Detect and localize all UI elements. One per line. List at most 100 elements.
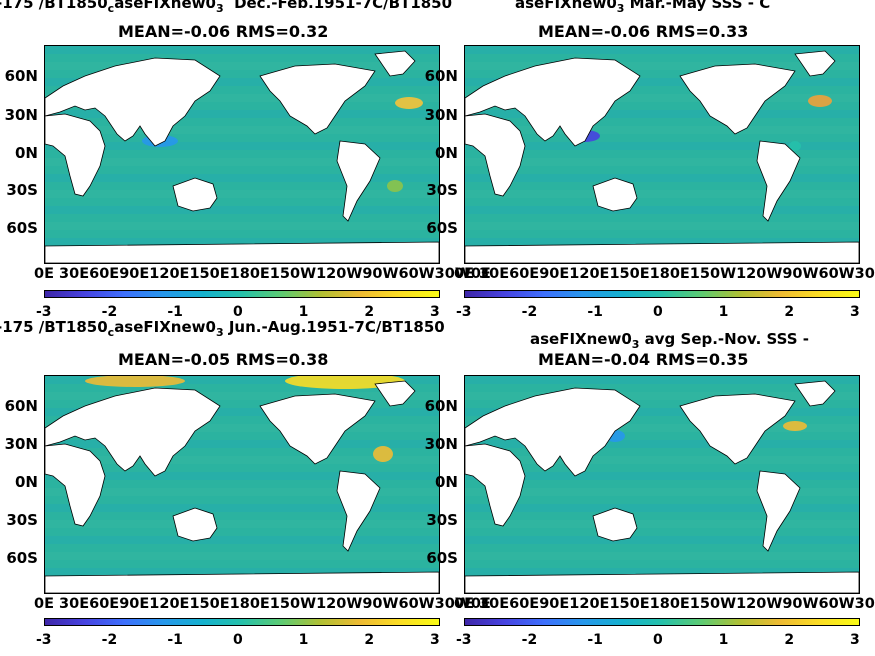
ocean-band [45, 110, 439, 118]
land-mass [336, 470, 381, 552]
panel-title: aseFIXnew03 Mar.-May SSS - C [515, 0, 771, 15]
colorbar-tick-label: 0 [233, 632, 243, 648]
ocean-band [465, 424, 859, 432]
ocean-band [465, 568, 859, 576]
land-mass [679, 393, 796, 465]
ocean-band [465, 536, 859, 544]
ocean-band [45, 456, 439, 464]
ocean-band [465, 46, 859, 54]
colorbar-tick-label: 3 [850, 632, 860, 648]
anomaly-patch [373, 446, 393, 462]
land-mass [45, 113, 106, 197]
x-axis-labels: 0E 30E60E90E120E150E180E150W120W90W60W30… [34, 596, 491, 612]
y-tick-label: 30S [6, 511, 38, 529]
ocean-band [45, 142, 439, 150]
map-canvas [465, 376, 859, 593]
colorbar-tick-label: 0 [653, 304, 663, 320]
y-tick-label: 0N [435, 144, 458, 162]
panel-stats: MEAN=-0.05 RMS=0.38 [118, 350, 329, 369]
ocean-band [465, 520, 859, 528]
colorbar-tick-label: -2 [521, 304, 538, 320]
ocean-band [45, 392, 439, 400]
anomaly-patch [808, 95, 832, 107]
ocean-band [45, 174, 439, 182]
colorbar-tick-label: -1 [167, 632, 183, 648]
ocean-band [465, 456, 859, 464]
y-tick-label: 0N [435, 473, 458, 491]
ocean-band [465, 62, 859, 70]
ocean-band [45, 126, 439, 134]
land-mass [259, 393, 376, 465]
colorbar-tick-label: 0 [233, 304, 243, 320]
ocean-band [465, 222, 859, 230]
colorbar [464, 618, 860, 626]
map-canvas [465, 46, 859, 263]
sss-map-jun-aug [44, 375, 440, 594]
y-tick-label: 30S [426, 511, 458, 529]
panel-title: -175 /BT1850caseFIXnew03 Jun.-Aug.1951-7… [0, 318, 445, 339]
ocean-band [45, 424, 439, 432]
colorbar-tick-label: 1 [298, 632, 309, 648]
land-mass [794, 50, 836, 77]
ocean-band [465, 238, 859, 246]
land-mass [172, 177, 218, 212]
colorbar-tick-label: 2 [364, 304, 375, 320]
ocean-band [45, 158, 439, 166]
colorbar-tick-label: 2 [784, 632, 795, 648]
ocean-band [465, 126, 859, 134]
ocean-band [465, 94, 859, 102]
ocean-band [465, 472, 859, 480]
land-mass [45, 387, 221, 477]
land-mass [172, 507, 218, 542]
colorbar-tick-label: -1 [587, 304, 603, 320]
land-mass [45, 241, 439, 263]
anomaly-patch [789, 141, 801, 151]
colorbar-tick-label: 2 [784, 304, 795, 320]
panel-stats: MEAN=-0.04 RMS=0.35 [538, 350, 749, 369]
x-axis-labels: 0E 30E60E90E120E150E180E150W120W90W60W30… [34, 266, 491, 282]
sss-map-sep-nov [464, 375, 860, 594]
land-mass [336, 140, 381, 222]
colorbar-tick-label: 3 [430, 304, 440, 320]
sss-map-mar-may [464, 45, 860, 264]
colorbar-tick-label: 1 [718, 304, 729, 320]
land-mass [592, 507, 638, 542]
colorbar-tick-label: 3 [430, 632, 440, 648]
ocean-band [45, 376, 439, 384]
ocean-band [45, 536, 439, 544]
anomaly-patch [783, 421, 807, 431]
ocean-band [45, 504, 439, 512]
y-tick-label: 60S [426, 219, 458, 237]
ocean-band [45, 78, 439, 86]
ocean-band [45, 520, 439, 528]
x-axis-labels: 0E 30E60E90E120E150E180E150W120W90W60W30… [454, 596, 875, 612]
y-tick-label: 30N [4, 435, 38, 453]
land-mass [374, 380, 416, 407]
colorbar-tick-label: 0 [653, 632, 663, 648]
panel-title: -175 /BT1850caseFIXnew03 Dec.-Feb.1951-7… [0, 0, 453, 15]
colorbar-tick-label: 1 [298, 304, 309, 320]
y-tick-label: 0N [15, 473, 38, 491]
ocean-band [45, 488, 439, 496]
panel-stats: MEAN=-0.06 RMS=0.33 [538, 22, 749, 41]
land-mass [45, 571, 439, 593]
land-mass [465, 57, 641, 147]
y-tick-label: 30S [6, 181, 38, 199]
ocean-band [465, 440, 859, 448]
colorbar-tick-label: -2 [101, 632, 118, 648]
colorbar-tick-label: 1 [718, 632, 729, 648]
y-tick-label: 60S [6, 219, 38, 237]
land-mass [45, 57, 221, 147]
land-mass [45, 443, 106, 527]
ocean-band [45, 46, 439, 54]
ocean-band [465, 392, 859, 400]
land-mass [465, 113, 526, 197]
ocean-band [45, 190, 439, 198]
colorbar-tick-label: -2 [521, 632, 538, 648]
land-mass [465, 387, 641, 477]
y-tick-label: 0N [15, 144, 38, 162]
y-tick-label: 60N [4, 67, 38, 85]
land-mass [465, 241, 859, 263]
ocean-band [45, 552, 439, 560]
colorbar [44, 290, 440, 298]
